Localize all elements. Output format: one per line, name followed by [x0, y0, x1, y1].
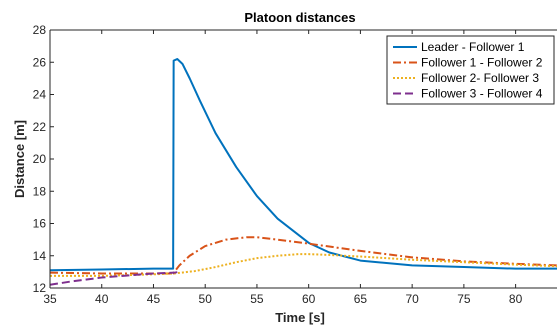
- legend-label-1: Leader - Follower 1: [421, 40, 525, 54]
- legend-label-4: Follower 3 - Follower 4: [421, 87, 543, 101]
- x-tick-label: 70: [405, 292, 419, 306]
- legend-label-3: Follower 2- Follower 3: [421, 71, 539, 85]
- x-tick-label: 80: [509, 292, 523, 306]
- series-line-3: [50, 253, 557, 277]
- y-tick-label: 26: [33, 55, 47, 69]
- y-tick-label: 28: [33, 23, 47, 37]
- legend: Leader - Follower 1 Follower 1 - Follower…: [386, 35, 555, 105]
- series-layer: [49, 58, 557, 286]
- y-tick-label: 20: [33, 152, 47, 166]
- x-tick-label: 65: [354, 292, 368, 306]
- x-tick-label: 50: [199, 292, 213, 306]
- y-tick-label: 24: [33, 88, 47, 102]
- y-tick-label: 16: [33, 217, 47, 231]
- series-line-4: [49, 270, 180, 286]
- y-axis-title: Distance [m]: [12, 120, 27, 198]
- x-tick-label: 35: [43, 292, 57, 306]
- y-tick-label: 14: [33, 249, 47, 263]
- x-tick-label: 75: [457, 292, 471, 306]
- x-tick-label: 55: [250, 292, 264, 306]
- series-line-1: [49, 58, 557, 272]
- axes-layer: 35 40 45 50 55 60 65 70 75 80 12 14 16 18 20 22 24 26 28: [33, 23, 557, 306]
- x-tick-label: 45: [147, 292, 161, 306]
- x-tick-label: 40: [95, 292, 109, 306]
- chart-title: Platoon distances: [244, 10, 355, 25]
- x-tick-label: 60: [302, 292, 316, 306]
- x-axis-title: Time [s]: [275, 310, 325, 325]
- y-tick-label: 18: [33, 184, 47, 198]
- y-tick-label: 12: [33, 281, 47, 295]
- legend-label-2: Follower 1 - Follower 2: [421, 56, 543, 70]
- y-tick-label: 22: [33, 120, 47, 134]
